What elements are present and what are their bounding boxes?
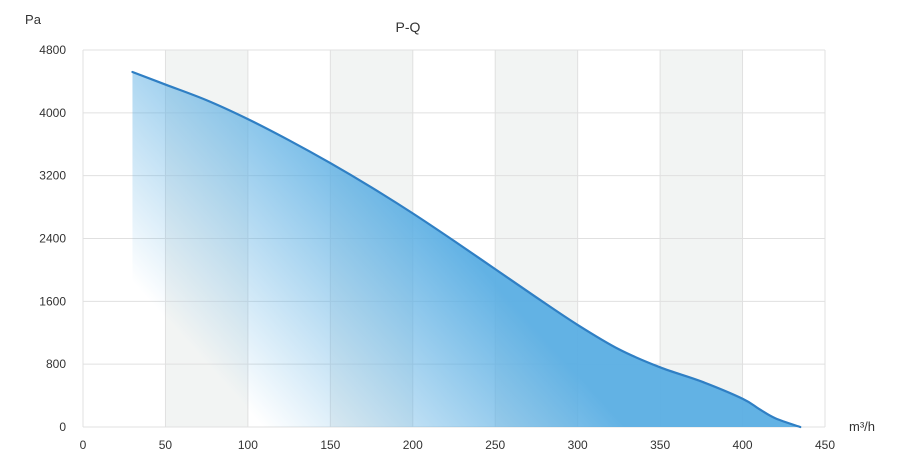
y-tick-label: 2400: [39, 232, 66, 246]
y-tick-label: 0: [59, 420, 66, 434]
x-tick-label: 350: [650, 438, 670, 452]
x-tick-label: 400: [733, 438, 753, 452]
x-tick-label: 250: [485, 438, 505, 452]
y-tick-label: 3200: [39, 169, 66, 183]
x-tick-label: 50: [159, 438, 173, 452]
pq-curve-line: [131, 70, 802, 429]
y-tick-label: 800: [46, 357, 66, 371]
x-tick-label: 0: [80, 438, 87, 452]
x-tick-label: 150: [320, 438, 340, 452]
y-tick-labels: 0 800 1600 2400 3200 4000 4800: [39, 43, 66, 434]
y-tick-label: 1600: [39, 294, 66, 308]
y-tick-label: 4800: [39, 43, 66, 57]
x-tick-labels: 0 50 100 150 200 250 300 350 400 450: [80, 438, 836, 452]
x-tick-label: 300: [568, 438, 588, 452]
x-axis-unit-label: m³/h: [849, 419, 875, 434]
x-tick-label: 200: [403, 438, 423, 452]
curve-layer: [131, 70, 802, 429]
chart-title: P-Q: [396, 19, 421, 35]
x-tick-label: 450: [815, 438, 835, 452]
y-axis-unit-label: Pa: [25, 12, 42, 27]
x-tick-label: 100: [238, 438, 258, 452]
y-tick-label: 4000: [39, 106, 66, 120]
